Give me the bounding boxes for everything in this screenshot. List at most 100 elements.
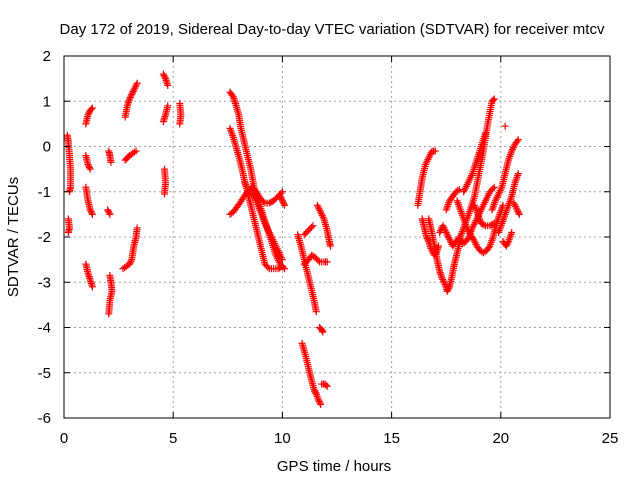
data-point xyxy=(88,209,96,217)
data-point xyxy=(126,95,134,103)
data-point xyxy=(494,192,502,200)
data-point xyxy=(85,164,93,172)
data-point xyxy=(277,263,285,271)
data-point xyxy=(439,275,447,283)
data-point xyxy=(313,201,321,209)
y-axis-label: SDTVAR / TECUs xyxy=(5,177,22,297)
data-point xyxy=(440,279,448,287)
data-point xyxy=(502,242,510,250)
data-point xyxy=(105,209,113,217)
data-point xyxy=(515,210,523,218)
data-point xyxy=(127,92,135,100)
data-point xyxy=(513,137,521,145)
data-point xyxy=(259,198,267,206)
data-point xyxy=(445,234,453,242)
data-point xyxy=(508,228,516,236)
data-point xyxy=(470,235,477,243)
data-point xyxy=(276,192,284,200)
x-tick-label: 0 xyxy=(60,430,68,447)
data-point xyxy=(511,201,519,209)
data-point xyxy=(87,207,95,215)
y-tick-label: -3 xyxy=(38,274,51,291)
x-tick-label: 5 xyxy=(169,430,177,447)
data-point xyxy=(423,157,431,165)
data-point xyxy=(509,144,517,152)
data-point xyxy=(489,185,497,193)
y-tick-label: -6 xyxy=(38,410,51,427)
data-point xyxy=(316,399,324,407)
data-point xyxy=(278,256,286,264)
data-point xyxy=(104,207,112,215)
data-point xyxy=(161,73,169,81)
data-point xyxy=(439,222,447,230)
data-point xyxy=(86,165,94,173)
data-point xyxy=(323,258,331,266)
y-tick-label: -4 xyxy=(38,320,51,337)
data-point xyxy=(314,256,322,264)
data-point xyxy=(514,207,522,215)
data-point xyxy=(314,396,322,404)
data-point xyxy=(512,204,520,212)
data-point xyxy=(133,79,141,87)
data-point xyxy=(438,274,446,282)
data-point xyxy=(132,83,140,91)
data-point xyxy=(128,90,136,98)
grid-lines xyxy=(64,56,610,418)
data-point xyxy=(160,190,168,198)
x-axis-label: GPS time / hours xyxy=(277,458,391,475)
data-point xyxy=(278,195,286,203)
y-tick-label: 2 xyxy=(43,48,51,65)
y-tick-label: -5 xyxy=(38,365,51,382)
data-point xyxy=(489,220,497,228)
data-point xyxy=(312,308,320,316)
data-point xyxy=(424,156,432,164)
data-point xyxy=(496,187,504,195)
data-point xyxy=(439,277,447,285)
x-tick-label: 25 xyxy=(602,430,619,447)
y-tick-label: 1 xyxy=(43,93,51,110)
data-point xyxy=(107,158,115,166)
data-point xyxy=(317,210,325,218)
data-point xyxy=(465,227,473,235)
data-point xyxy=(464,226,472,234)
data-point xyxy=(495,188,503,196)
data-point xyxy=(470,237,478,245)
data-point xyxy=(126,259,134,267)
data-point xyxy=(489,96,497,104)
data-point xyxy=(426,150,434,158)
data-point xyxy=(490,95,498,103)
data-point xyxy=(435,242,443,250)
data-point xyxy=(317,208,325,216)
data-point xyxy=(492,195,500,203)
data-point xyxy=(463,224,471,232)
data-point xyxy=(279,198,287,206)
data-point xyxy=(326,242,334,250)
data-point xyxy=(318,212,326,220)
data-point xyxy=(445,284,453,292)
data-point xyxy=(421,161,429,169)
data-point xyxy=(87,105,95,113)
data-point xyxy=(436,228,444,236)
y-tick-label: -2 xyxy=(38,229,51,246)
data-point xyxy=(84,161,92,169)
data-point xyxy=(471,239,479,247)
data-point xyxy=(126,93,134,101)
x-tick-label: 20 xyxy=(492,430,509,447)
data-point xyxy=(480,221,488,229)
data-point xyxy=(132,147,140,155)
data-point xyxy=(319,328,327,336)
data-point xyxy=(126,260,134,268)
data-point xyxy=(497,185,505,193)
data-point xyxy=(315,205,323,213)
data-point xyxy=(228,91,236,99)
chart-title: Day 172 of 2019, Sidereal Day-to-day VTE… xyxy=(60,21,605,38)
data-point xyxy=(512,202,520,210)
data-point xyxy=(515,209,523,217)
data-point xyxy=(264,263,272,271)
data-point xyxy=(455,233,463,241)
data-point xyxy=(482,129,490,137)
data-point xyxy=(133,224,141,232)
data-point xyxy=(440,223,448,231)
data-point xyxy=(278,197,286,205)
